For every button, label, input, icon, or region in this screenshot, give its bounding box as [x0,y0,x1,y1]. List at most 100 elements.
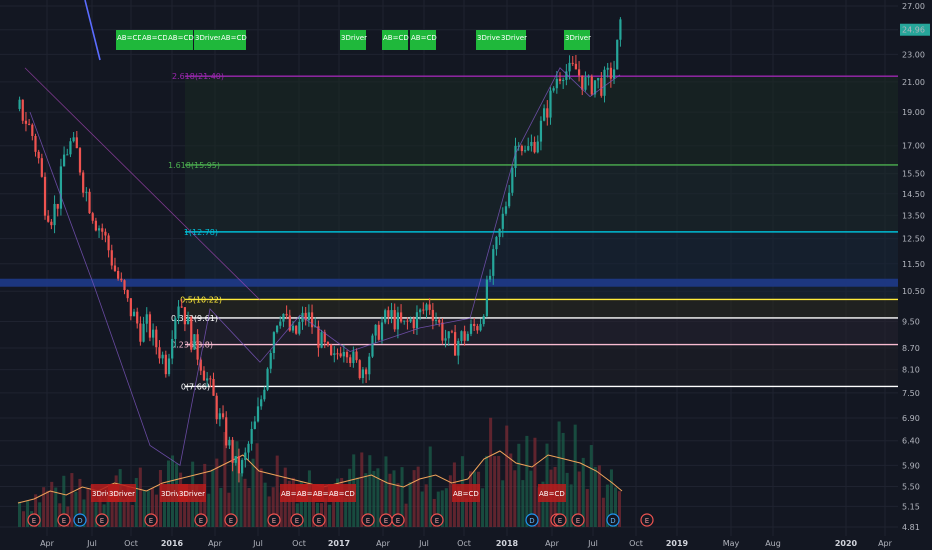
pattern-tag-top[interactable] [476,30,502,50]
candle-body [597,77,600,81]
candle-body [50,221,53,226]
pattern-tag-top[interactable] [194,30,220,50]
pattern-labels: AB=CD AB=CD AB=CD 3Driver AB=CD 3Driver AB=CD A… [91,30,591,502]
pattern-tag-top[interactable] [141,30,167,50]
volume-bar [271,487,275,527]
candle-body [371,335,374,357]
volume-bar [267,496,271,527]
earnings-event-icon[interactable] [27,513,41,527]
earnings-event-icon[interactable] [144,513,158,527]
candle-body [139,323,142,342]
candle-body [469,323,473,334]
fib-label: 2.618(21.40) [172,72,224,81]
volume-bar [255,443,259,527]
volume-bar [537,487,541,527]
volume-bar [368,455,372,527]
dividend-event-icon[interactable] [73,513,87,527]
y-tick-label: 6.40 [902,437,920,446]
pattern-tag-top[interactable] [116,30,142,50]
y-tick-label: 12.50 [902,235,925,244]
candle-body [250,429,253,444]
pattern-tag-bottom[interactable] [452,484,480,502]
earnings-event-icon[interactable] [361,513,375,527]
pattern-tag-bottom[interactable] [108,484,136,502]
volume-bar [38,502,42,527]
candle-body [186,317,190,325]
volume-bar [464,498,468,527]
candle-body [183,307,187,325]
candle-body [352,351,355,364]
event-label: E [295,517,299,525]
candle-body [349,357,352,364]
y-tick-label: 13.50 [902,211,925,220]
candle-body [244,452,247,461]
candle-body [479,324,482,331]
y-tick-label: 8.70 [902,344,920,353]
earnings-event-icon[interactable] [391,513,405,527]
pattern-tag-bottom[interactable] [328,484,356,502]
candle-body [91,213,94,221]
pattern-tag-top[interactable] [382,30,408,50]
earnings-event-icon[interactable] [571,513,585,527]
earnings-event-icon[interactable] [224,513,238,527]
candle-body [485,279,489,317]
candle-body [533,141,536,153]
volume-bar [444,488,448,527]
pattern-tag-top[interactable] [340,30,366,50]
volume-bar [573,424,577,527]
earnings-event-icon[interactable] [553,513,567,527]
earnings-event-icon[interactable] [194,513,208,527]
pattern-label-top: AB=CD [221,34,247,42]
earnings-event-icon[interactable] [640,513,654,527]
volume-bar [34,494,38,527]
volume-bar [50,481,54,527]
earnings-event-icon[interactable] [57,513,71,527]
candle-body [256,406,260,422]
candle-body [97,228,101,231]
candle-body [132,311,136,317]
earnings-event-icon[interactable] [312,513,326,527]
candle-body [330,344,333,355]
pattern-tag-top[interactable] [564,30,590,50]
candle-body [228,439,231,446]
volume-bar [74,491,78,527]
candle-body [543,108,546,121]
pattern-tag-top[interactable] [500,30,526,50]
fib-label: 1.618(15.95) [168,161,220,170]
earnings-event-icon[interactable] [430,513,444,527]
y-axis-bg[interactable] [898,0,932,550]
candle-body [234,456,237,463]
pattern-tag-bottom[interactable] [178,484,206,502]
candle-body [511,168,514,193]
pattern-tag-top[interactable] [220,30,246,50]
candle-body [508,192,511,207]
trendline-blue[interactable] [84,0,101,61]
candle-body [361,369,365,379]
candle-body [288,315,291,331]
pattern-tag-bottom[interactable] [538,484,566,502]
candle-body [43,176,47,216]
candle-body [612,69,616,79]
earnings-event-icon[interactable] [267,513,281,527]
volume-bar [219,487,223,527]
x-tick-label: 2018 [496,539,519,548]
earnings-event-icon[interactable] [290,513,304,527]
candle-body [336,353,339,355]
candle-body [619,19,622,40]
trendline[interactable] [24,67,261,301]
candle-body [317,326,320,348]
dividend-event-icon[interactable] [525,513,539,527]
pattern-label-top: AB=CD [411,34,437,42]
candle-body [393,310,396,330]
pattern-tag-top[interactable] [167,30,193,50]
candle-body [298,321,301,334]
earnings-event-icon[interactable] [95,513,109,527]
x-axis-bg[interactable] [0,536,932,550]
pattern-tag-top[interactable] [410,30,436,50]
candle-body [587,76,590,78]
fib-band [185,317,898,345]
dividend-event-icon[interactable] [606,513,620,527]
volume-bar [356,477,360,527]
